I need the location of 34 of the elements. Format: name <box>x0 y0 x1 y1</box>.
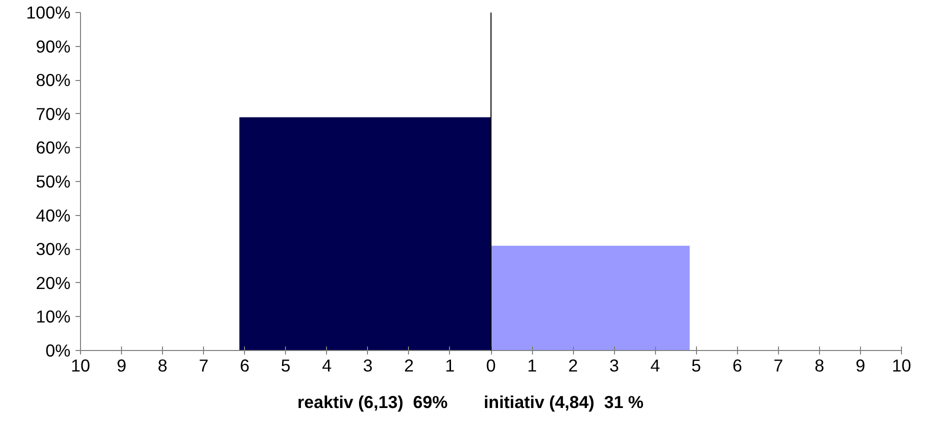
x-tick-label: 3 <box>363 356 373 376</box>
x-tick-label: 5 <box>280 356 291 376</box>
y-tick-label: 40% <box>36 205 71 226</box>
x-tick-label: 9 <box>856 356 866 376</box>
x-tick-label: 8 <box>814 356 824 376</box>
x-tick-label: 9 <box>116 356 126 376</box>
x-tick-label: 6 <box>732 356 742 376</box>
x-tick-label: 6 <box>240 356 250 376</box>
x-tick-label: 10 <box>70 356 90 376</box>
x-tick-label: 8 <box>158 356 168 376</box>
text: reaktiv (6,13) 69% <box>297 392 448 412</box>
y-tick-label: 0% <box>45 340 70 360</box>
x-tick-label: 3 <box>609 356 619 376</box>
x-tick-label: 0 <box>486 356 496 376</box>
x-tick-label: 5 <box>691 356 702 376</box>
x-tick-label: 4 <box>322 356 332 376</box>
x-tick-label: 1 <box>445 356 455 376</box>
text: initiativ (4,84) 31 % <box>484 392 644 412</box>
y-tick-label: 100% <box>26 2 71 22</box>
y-tick-label: 20% <box>36 272 71 293</box>
x-tick-label: 2 <box>568 356 578 376</box>
y-tick-label: 30% <box>36 239 71 260</box>
y-tick-label: 10% <box>36 306 71 327</box>
x-tick-label: 7 <box>198 356 208 376</box>
y-tick-label: 50% <box>36 172 71 192</box>
y-tick-label: 90% <box>36 36 71 56</box>
x-tick-label: 4 <box>650 356 660 376</box>
x-tick-label: 10 <box>892 356 912 376</box>
y-tick-label: 70% <box>36 104 71 124</box>
x-tick-label: 7 <box>774 356 784 376</box>
y-tick-label: 60% <box>36 138 71 158</box>
y-tick-label: 80% <box>36 70 71 90</box>
x-tick-label: 1 <box>527 356 537 376</box>
x-tick-label: 2 <box>404 356 414 376</box>
